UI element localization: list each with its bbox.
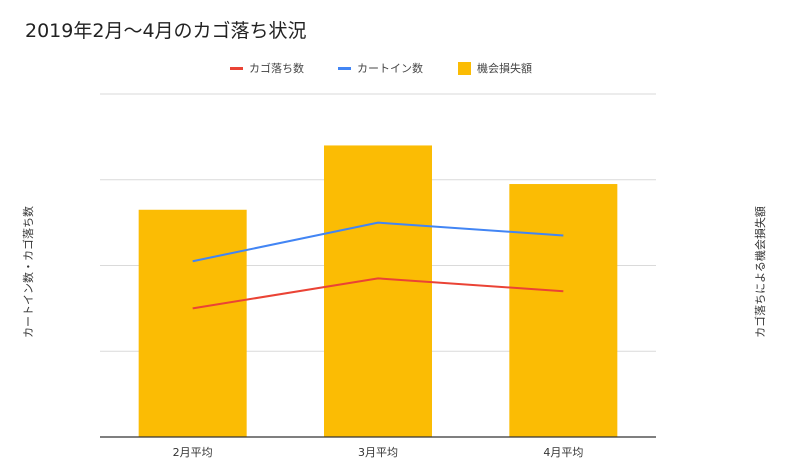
legend-swatch-cartin: [338, 66, 351, 70]
x-tick-label: 4月平均: [543, 446, 583, 459]
bar-2: [324, 145, 432, 437]
line-series-2: [192, 221, 564, 263]
bar-3: [509, 184, 618, 437]
x-tick-label: 3月平均: [358, 446, 398, 459]
legend-item-loss: 機会損失額: [458, 60, 532, 76]
y-axis-right-label: カゴ落ちによる機会損失額: [754, 206, 767, 338]
y-axis-left-label: カートイン数・カゴ落ち数: [22, 206, 35, 338]
legend-label-kagoochi: カゴ落ち数: [249, 62, 304, 75]
legend-item-kagoochi: カゴ落ち数: [230, 60, 304, 76]
legend-label-loss: 機会損失額: [477, 62, 532, 75]
legend: カゴ落ち数 カートイン数 機会損失額: [0, 60, 786, 78]
x-tick-label: 2月平均: [173, 446, 213, 459]
line-series-1: [192, 277, 564, 310]
legend-label-cartin: カートイン数: [357, 62, 423, 75]
legend-swatch-kagoochi: [230, 66, 243, 70]
bar-1: [138, 209, 247, 437]
chart-title: 2019年2月～4月のカゴ落ち状況: [25, 20, 307, 42]
legend-item-cartin: カートイン数: [338, 60, 423, 76]
legend-swatch-loss: [458, 61, 471, 75]
